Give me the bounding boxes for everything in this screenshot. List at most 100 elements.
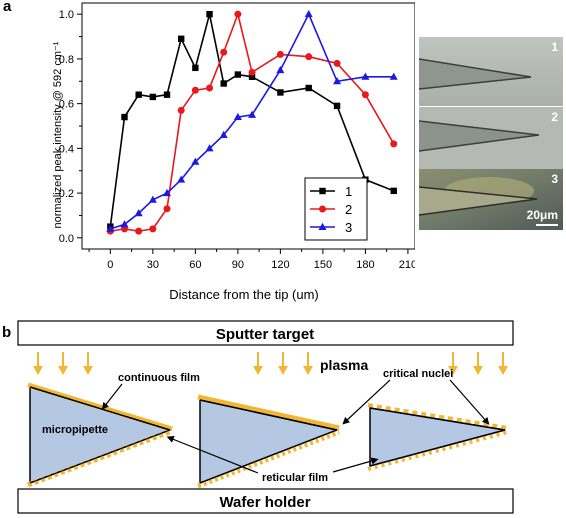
x-tick-label: 210 <box>399 259 415 271</box>
series-3-point <box>219 130 228 138</box>
legend-label-2: 2 <box>345 202 352 217</box>
sputter-arrow-head <box>253 366 263 375</box>
series-3-point <box>177 175 186 183</box>
sputter-arrow-head <box>58 366 68 375</box>
series-1-point <box>177 35 185 42</box>
sputter-arrow-head <box>278 366 288 375</box>
series-3-point <box>361 72 370 80</box>
y-axis-label: normalized peak intensity @ 592 cm⁻¹ <box>52 41 64 228</box>
wafer-holder-box <box>17 488 514 514</box>
series-2-point <box>333 59 341 67</box>
series-2-point <box>276 50 284 58</box>
micropipette-3 <box>367 403 509 471</box>
series-2-point <box>206 84 214 92</box>
sputter-arrow-head <box>303 366 313 375</box>
sputter-target-label: Sputter target <box>216 326 314 343</box>
sputter-arrow-head <box>448 366 458 375</box>
series-3-line <box>110 12 394 230</box>
legend-marker-1 <box>319 187 326 195</box>
sputter-schematic: Sputter target plasma continuous film cr… <box>17 320 514 514</box>
series-3-point <box>248 110 257 118</box>
wafer-holder-label: Wafer holder <box>219 494 310 511</box>
intensity-line-chart: 0 30 60 90 120 150 180 210 0.0 0.2 0.4 0.6 0.8 1.0 1 2… <box>52 2 415 302</box>
legend-marker-3 <box>318 222 327 230</box>
series-2-point <box>177 106 185 114</box>
series-3-point <box>148 195 157 203</box>
series-1-point <box>248 73 256 80</box>
series-3-point <box>191 157 200 165</box>
x-tick-label: 90 <box>232 259 244 271</box>
micrograph-2: 2 <box>419 107 563 176</box>
micropipette-2 <box>197 394 340 489</box>
series-1-point <box>192 64 199 72</box>
scale-bar-label: 20μm <box>526 208 558 222</box>
series-3-point <box>276 65 285 74</box>
series-3-point <box>134 209 143 217</box>
series-1-point <box>333 102 341 110</box>
series-1-line <box>109 13 395 227</box>
continuous-film-label: continuous film <box>118 372 200 384</box>
series-2-point <box>248 68 256 76</box>
series-3-point <box>233 112 242 121</box>
series-1-point <box>206 10 213 18</box>
series-1-point <box>220 80 227 87</box>
series-3-point <box>120 220 129 228</box>
chart-axes: 0 30 60 90 120 150 180 210 0.0 0.2 0.4 0.6 0.8 1.0 <box>59 2 415 271</box>
series-2-point <box>135 227 143 235</box>
plasma-label: plasma <box>320 357 368 373</box>
series-2-point <box>149 225 157 233</box>
x-tick-label: 60 <box>189 259 201 271</box>
series-1-point <box>305 84 312 92</box>
series-3-point <box>205 144 214 152</box>
micrograph-1: 1 <box>419 37 563 106</box>
critical-nuclei-label: critical nuclei <box>383 368 453 380</box>
panel-b-label: b <box>2 324 12 341</box>
series-2-point <box>361 91 369 99</box>
y-tick-label: 0.2 <box>59 188 74 200</box>
series-2-point <box>234 10 242 18</box>
y-tick-label: 0.0 <box>59 233 74 245</box>
x-axis-label: Distance from the tip (um) <box>169 287 319 302</box>
series-2-point <box>390 140 398 148</box>
x-tick-label: 180 <box>356 259 374 271</box>
series-3-point <box>333 77 342 85</box>
sputter-arrow-head <box>473 366 483 375</box>
series-1-point <box>135 91 142 98</box>
series-1-point <box>234 71 242 78</box>
legend-label-3: 3 <box>345 220 352 235</box>
y-tick-label: 0.6 <box>59 99 74 111</box>
x-tick-label: 120 <box>271 259 289 271</box>
panel-a-label: a <box>3 0 12 15</box>
chart-series <box>106 9 398 235</box>
y-tick-label: 0.4 <box>59 143 74 155</box>
series-3-point <box>106 224 115 232</box>
series-1-point <box>277 89 284 96</box>
reticular-film-label: reticular film <box>262 472 328 484</box>
series-1-point <box>163 91 171 98</box>
series-2-point <box>191 86 199 94</box>
series-2-point <box>163 205 171 213</box>
legend-marker-2 <box>319 205 326 213</box>
micropipette-label: micropipette <box>42 424 108 436</box>
series-2-point <box>305 53 313 61</box>
micrograph-2-number: 2 <box>551 110 558 124</box>
series-2-point <box>220 48 228 56</box>
sputter-arrow-head <box>33 366 43 375</box>
series-3-point <box>389 72 398 80</box>
scale-bar <box>536 224 558 226</box>
sputter-arrow-head <box>83 366 93 375</box>
series-1-point <box>390 187 397 195</box>
y-tick-label: 0.8 <box>59 54 74 66</box>
sputter-target-box <box>17 320 514 346</box>
micrograph-1-number: 1 <box>551 40 558 54</box>
legend-label-1: 1 <box>345 184 352 199</box>
micrograph-3: 3 20μm <box>419 169 563 230</box>
sputter-arrows <box>33 352 508 375</box>
series-3 <box>106 9 398 232</box>
micrograph-3-number: 3 <box>551 172 558 186</box>
micropipette-1 <box>27 382 173 488</box>
x-tick-label: 150 <box>314 259 332 271</box>
series-1-point <box>149 93 157 101</box>
y-tick-label: 1.0 <box>59 9 74 21</box>
series-3-point <box>163 188 172 197</box>
